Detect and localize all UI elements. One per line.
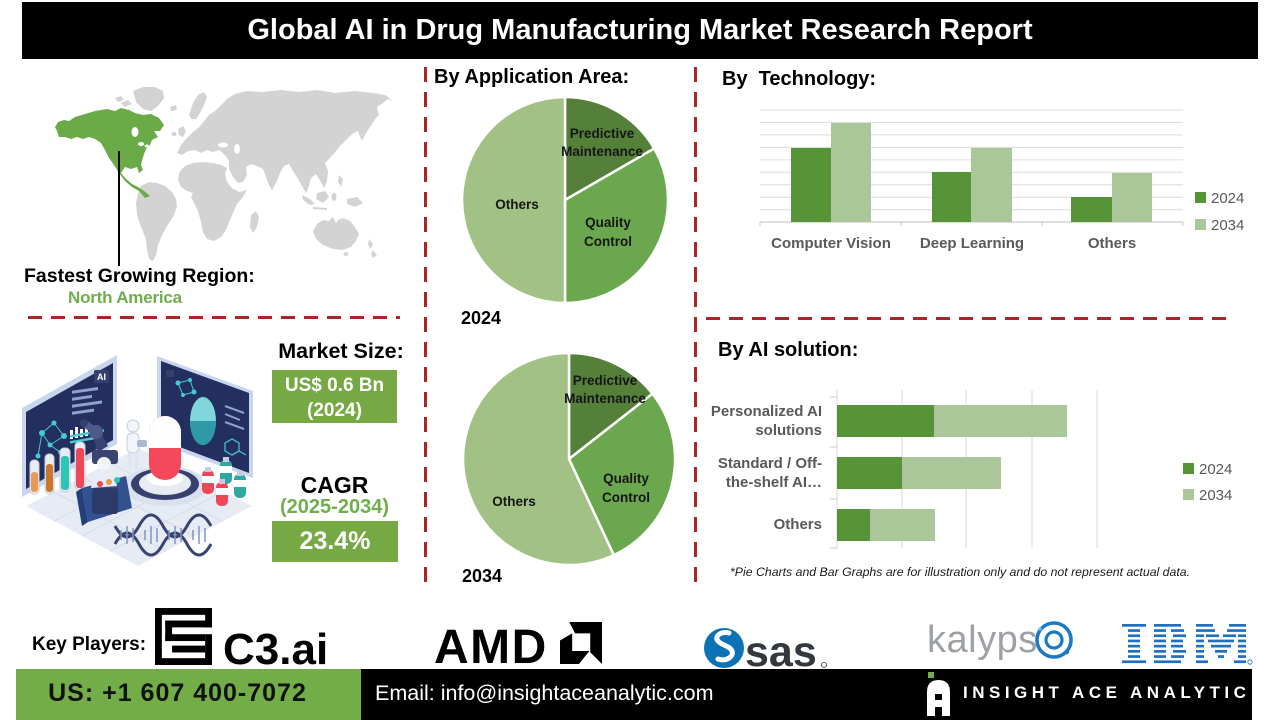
svg-text:Others: Others [492,494,536,509]
svg-text:Control: Control [602,490,650,505]
svg-text:sas: sas [745,628,817,670]
svg-text:Quality: Quality [585,215,631,230]
svg-text:Personalized AI: Personalized AI [711,403,822,420]
svg-text:Others: Others [774,516,822,533]
svg-text:Others: Others [495,197,539,212]
svg-text:Predictive: Predictive [570,126,635,141]
svg-text:Computer Vision: Computer Vision [771,235,891,252]
svg-text:Maintenance: Maintenance [564,391,646,406]
svg-text:kalyps: kalyps [927,619,1038,661]
svg-text:Predictive: Predictive [573,373,638,388]
svg-text:Deep Learning: Deep Learning [920,235,1024,252]
svg-text:the-shelf AI…: the-shelf AI… [726,474,822,491]
svg-text:2034: 2034 [1211,217,1244,234]
svg-text:Others: Others [1088,235,1136,252]
svg-text:2034: 2034 [1199,487,1232,504]
svg-text:AI: AI [97,372,106,382]
svg-text:Quality: Quality [603,471,649,486]
svg-text:2024: 2024 [1199,461,1232,478]
svg-text:Control: Control [584,234,632,249]
svg-text:2024: 2024 [1211,190,1244,207]
svg-text:Standard / Off-: Standard / Off- [718,455,822,472]
svg-text:solutions: solutions [755,422,822,439]
svg-text:Maintenance: Maintenance [561,144,643,159]
svg-text:AMD: AMD [434,621,548,670]
svg-text:C3.ai: C3.ai [223,625,328,670]
